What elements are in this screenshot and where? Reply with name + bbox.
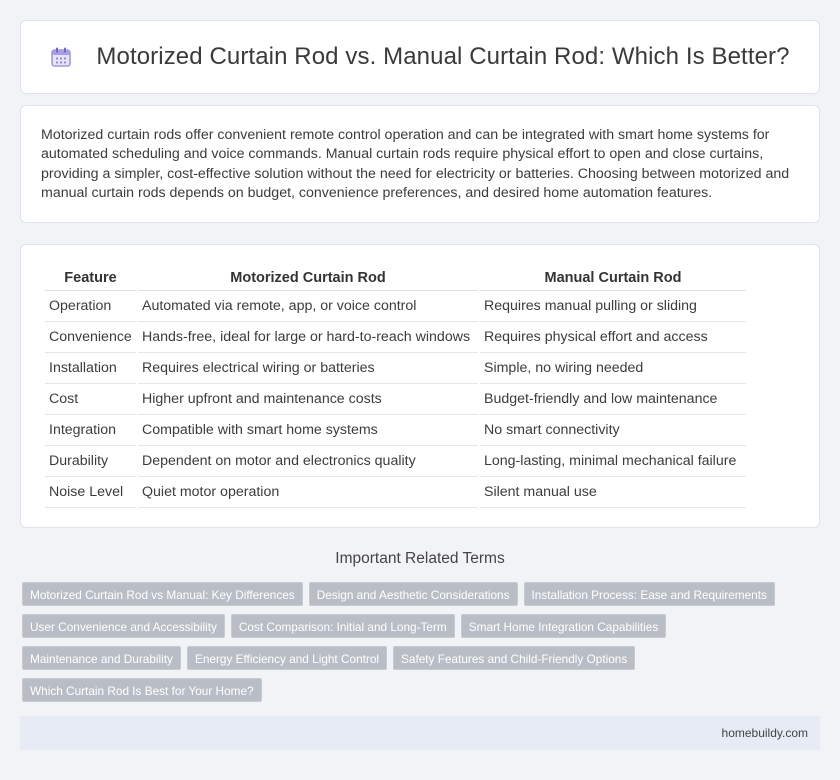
table-row: Durability Dependent on motor and electr…: [45, 446, 746, 477]
table-cell-manual: Silent manual use: [480, 477, 746, 508]
related-term-tag[interactable]: Energy Efficiency and Light Control: [186, 646, 388, 670]
table-cell-motorized: Requires electrical wiring or batteries: [138, 353, 478, 384]
related-terms-title: Important Related Terms: [335, 550, 505, 567]
table-cell-motorized: Hands-free, ideal for large or hard-to-r…: [138, 322, 478, 353]
related-term-tag[interactable]: Safety Features and Child-Friendly Optio…: [393, 646, 636, 670]
table-row: Operation Automated via remote, app, or …: [45, 291, 746, 322]
table-cell-motorized: Quiet motor operation: [138, 477, 478, 508]
related-term-tag[interactable]: Installation Process: Ease and Requireme…: [523, 582, 775, 606]
table-cell-feature: Operation: [45, 291, 136, 322]
page-title: Motorized Curtain Rod vs. Manual Curtain…: [96, 43, 790, 70]
related-term-tag[interactable]: Cost Comparison: Initial and Long-Term: [230, 614, 455, 638]
table-cell-feature: Durability: [45, 446, 136, 477]
comparison-table-card: Feature Motorized Curtain Rod Manual Cur…: [20, 244, 820, 528]
table-row: Noise Level Quiet motor operation Silent…: [45, 477, 746, 508]
related-terms-tags: Motorized Curtain Rod vs Manual: Key Dif…: [22, 582, 802, 710]
table-cell-manual: No smart connectivity: [480, 415, 746, 446]
footer: homebuildy.com: [20, 716, 820, 750]
table-cell-feature: Installation: [45, 353, 136, 384]
table-cell-manual: Long-lasting, minimal mechanical failure: [480, 446, 746, 477]
tag-row: Motorized Curtain Rod vs Manual: Key Dif…: [22, 582, 802, 606]
comparison-table: Feature Motorized Curtain Rod Manual Cur…: [43, 267, 748, 508]
intro-card: Motorized curtain rods offer convenient …: [20, 105, 820, 223]
table-cell-manual: Simple, no wiring needed: [480, 353, 746, 384]
header-card: Motorized Curtain Rod vs. Manual Curtain…: [20, 20, 820, 94]
table-cell-manual: Budget-friendly and low maintenance: [480, 384, 746, 415]
tag-row: User Convenience and Accessibility Cost …: [22, 614, 802, 638]
table-cell-feature: Integration: [45, 415, 136, 446]
table-cell-motorized: Compatible with smart home systems: [138, 415, 478, 446]
table-row: Cost Higher upfront and maintenance cost…: [45, 384, 746, 415]
related-term-tag[interactable]: Design and Aesthetic Considerations: [308, 582, 518, 606]
tag-row: Which Curtain Rod Is Best for Your Home?: [22, 678, 802, 702]
table-cell-feature: Cost: [45, 384, 136, 415]
table-row: Integration Compatible with smart home s…: [45, 415, 746, 446]
calendar-icon: [50, 46, 72, 68]
related-term-tag[interactable]: Which Curtain Rod Is Best for Your Home?: [22, 678, 262, 702]
column-header-motorized: Motorized Curtain Rod: [138, 267, 478, 291]
table-cell-motorized: Higher upfront and maintenance costs: [138, 384, 478, 415]
related-term-tag[interactable]: Smart Home Integration Capabilities: [460, 614, 667, 638]
column-header-manual: Manual Curtain Rod: [480, 267, 746, 291]
related-term-tag[interactable]: User Convenience and Accessibility: [22, 614, 225, 638]
table-cell-motorized: Dependent on motor and electronics quali…: [138, 446, 478, 477]
intro-paragraph: Motorized curtain rods offer convenient …: [41, 127, 790, 201]
related-term-tag[interactable]: Motorized Curtain Rod vs Manual: Key Dif…: [22, 582, 303, 606]
footer-site-link[interactable]: homebuildy.com: [721, 726, 808, 740]
tag-row: Maintenance and Durability Energy Effici…: [22, 646, 802, 670]
table-header-row: Feature Motorized Curtain Rod Manual Cur…: [45, 267, 746, 291]
table-cell-manual: Requires physical effort and access: [480, 322, 746, 353]
table-row: Installation Requires electrical wiring …: [45, 353, 746, 384]
related-term-tag[interactable]: Maintenance and Durability: [22, 646, 181, 670]
table-cell-feature: Noise Level: [45, 477, 136, 508]
table-cell-manual: Requires manual pulling or sliding: [480, 291, 746, 322]
table-cell-motorized: Automated via remote, app, or voice cont…: [138, 291, 478, 322]
table-cell-feature: Convenience: [45, 322, 136, 353]
column-header-feature: Feature: [45, 267, 136, 291]
table-row: Convenience Hands-free, ideal for large …: [45, 322, 746, 353]
